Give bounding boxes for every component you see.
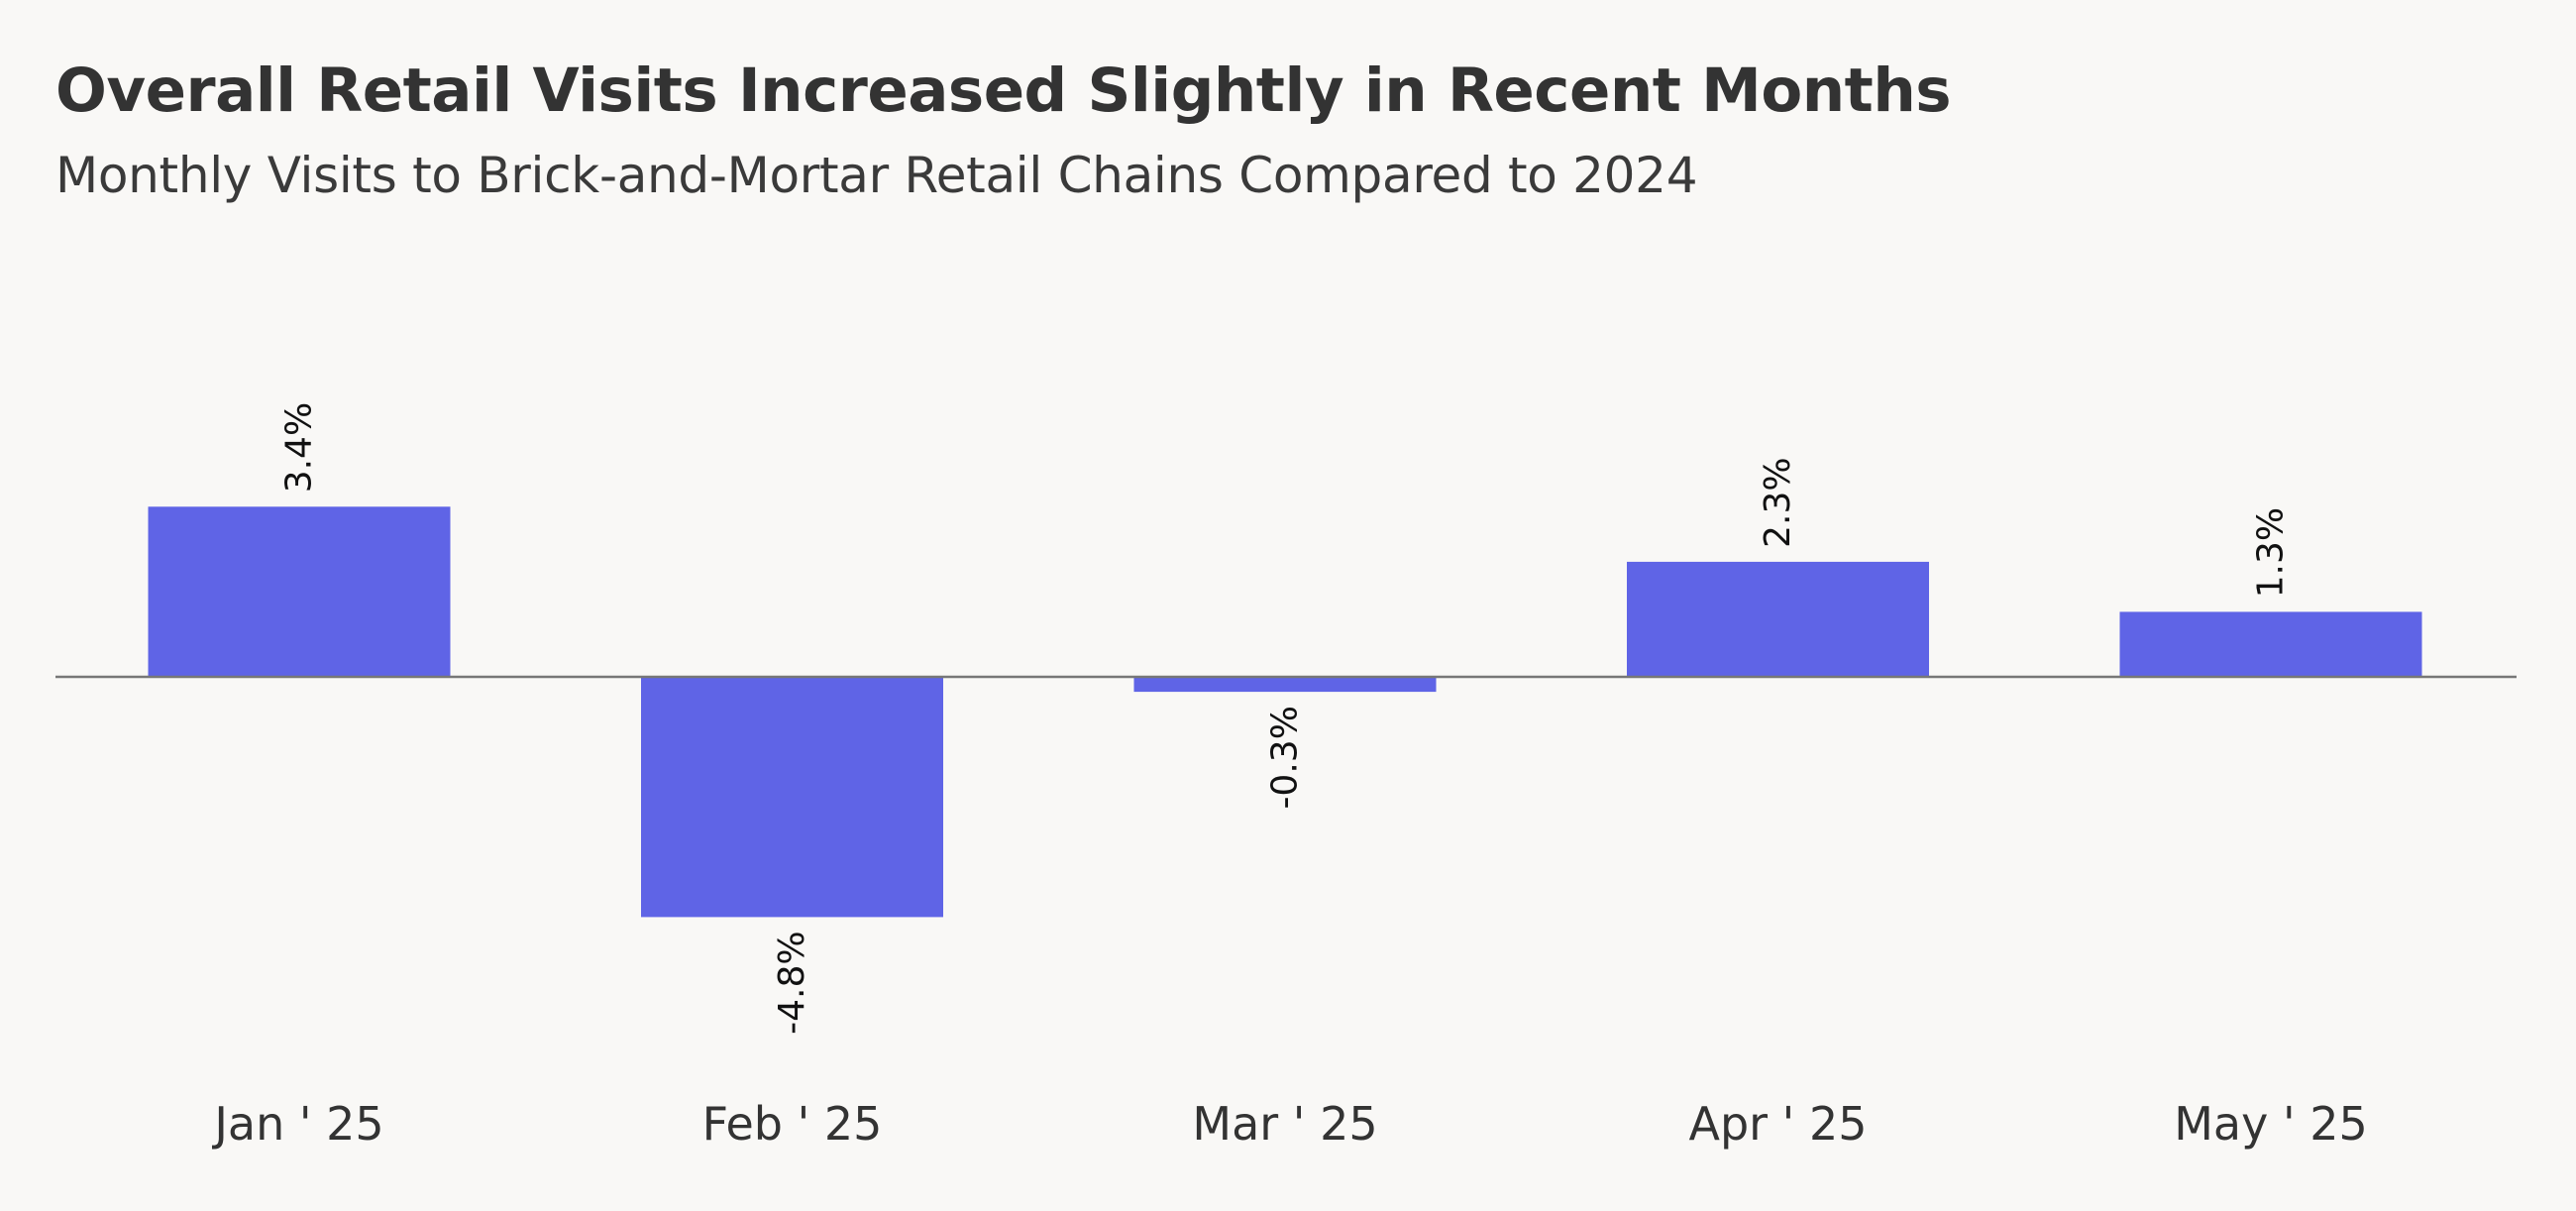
value-label-4: 2.3% — [1758, 457, 1798, 547]
value-label-3: -0.3% — [1265, 706, 1306, 809]
value-label-2: -4.8% — [772, 931, 812, 1034]
x-tick-label-1: Jan ' 25 — [211, 1097, 383, 1151]
bar-1 — [148, 506, 451, 677]
value-label-5: 1.3% — [2251, 507, 2292, 598]
value-label-1: 3.4% — [279, 402, 320, 493]
chart-subtitle: Monthly Visits to Brick-and-Mortar Retai… — [55, 147, 1698, 204]
x-tick-label-3: Mar ' 25 — [1192, 1097, 1377, 1151]
bar-2 — [641, 677, 943, 918]
x-tick-label-4: Apr ' 25 — [1688, 1097, 1867, 1151]
x-tick-label-2: Feb ' 25 — [702, 1097, 883, 1151]
chart-title: Overall Retail Visits Increased Slightly… — [55, 55, 1952, 126]
bar-5 — [2119, 611, 2422, 678]
x-tick-label-5: May ' 25 — [2174, 1097, 2368, 1151]
bar-4 — [1627, 561, 1929, 677]
bar-3 — [1133, 677, 1437, 693]
